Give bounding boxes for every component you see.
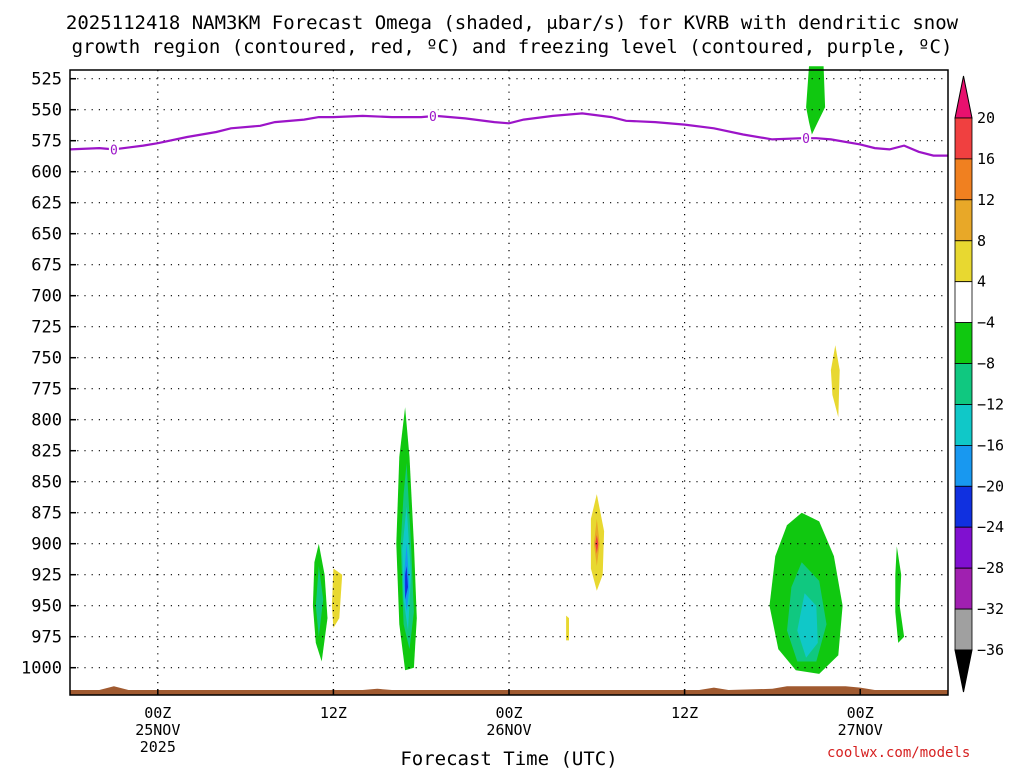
colorbar-label: −12: [977, 396, 1004, 414]
y-tick-label: 925: [31, 566, 62, 586]
omega-region-cyan-lowcell: [797, 593, 818, 658]
colorbar-segment: [954, 322, 973, 364]
y-tick-label: 625: [31, 194, 62, 214]
freezing-level-label: 0: [110, 143, 118, 158]
omega-region-yellow-12z: [331, 568, 343, 628]
freezing-level-contour: 0 0 0: [69, 109, 948, 158]
y-tick-label: 850: [31, 473, 62, 493]
colorbar-label: 12: [977, 191, 995, 209]
omega-region-teal-12z-left: [315, 566, 324, 637]
colorbar-segment: [954, 199, 973, 242]
colorbar-segment: [954, 158, 973, 201]
y-tick-label: 900: [31, 535, 62, 555]
freezing-level-line: [69, 112, 948, 157]
x-tick-label: 00Z: [495, 704, 522, 722]
colorbar-label: 4: [977, 273, 986, 291]
colorbar-top-arrow: [954, 75, 973, 119]
colorbar-label: 16: [977, 150, 995, 168]
y-tick-label: 1000: [21, 659, 62, 679]
colorbar-segment: [954, 608, 973, 651]
colorbar-segment: [954, 485, 973, 528]
y-tick-label: 950: [31, 597, 62, 617]
y-tick-label: 975: [31, 628, 62, 648]
colorbar: 20 16 12 8 4 −4 −8 −12 −16 −20 −24 −28 −32 −36: [954, 75, 1004, 693]
omega-region-green-upper-fall: [806, 66, 826, 135]
colorbar-label: −28: [977, 559, 1004, 577]
colorbar-label: −4: [977, 314, 995, 332]
colorbar-segment: [954, 240, 973, 283]
colorbar-label: −36: [977, 641, 1004, 659]
y-tick-label: 725: [31, 318, 62, 338]
colorbar-label: −24: [977, 518, 1004, 536]
y-tick-label: 550: [31, 101, 62, 121]
chart-title-line2: growth region (contoured, red, ºC) and f…: [71, 36, 953, 58]
x-tick-date: 26NOV: [486, 721, 531, 739]
y-tick-label: 575: [31, 132, 62, 152]
colorbar-label: −20: [977, 477, 1004, 495]
omega-shading: [312, 66, 905, 674]
colorbar-segment: [954, 567, 973, 610]
y-tick-label: 875: [31, 504, 62, 524]
colorbar-label: −32: [977, 600, 1004, 618]
freezing-label-bg: [108, 142, 119, 157]
freezing-level-label: 0: [429, 110, 437, 125]
x-tick-date: 25NOV: [135, 721, 180, 739]
colorbar-segment: [954, 281, 973, 324]
y-tick-label: 750: [31, 349, 62, 369]
colorbar-segment: [954, 363, 973, 405]
x-axis-title: Forecast Time (UTC): [400, 748, 617, 768]
omega-region-yellow-small-0z: [566, 615, 569, 641]
colorbar-segment: [954, 526, 973, 569]
pressure-axis: 525 550 575 600 625 650 675 700 725 750 775 800 825 8…: [21, 70, 76, 679]
colorbar-segment: [954, 117, 973, 160]
y-tick-label: 825: [31, 442, 62, 462]
y-tick-label: 525: [31, 70, 62, 90]
x-tick-date: 27NOV: [838, 721, 883, 739]
chart-title-line1: 2025112418 NAM3KM Forecast Omega (shaded…: [65, 12, 959, 34]
y-tick-label: 600: [31, 163, 62, 183]
site-credit: coolwx.com/models: [827, 745, 971, 761]
x-tick-label: 12Z: [320, 704, 347, 722]
omega-region-yellow-mid-fall: [830, 345, 840, 418]
y-tick-label: 800: [31, 411, 62, 431]
colorbar-label: −16: [977, 436, 1004, 454]
colorbar-segment: [954, 444, 973, 487]
colorbar-label: 20: [977, 109, 995, 127]
x-tick-label: 00Z: [144, 704, 171, 722]
y-tick-label: 775: [31, 380, 62, 400]
y-tick-label: 700: [31, 287, 62, 307]
x-tick-year: 2025: [140, 738, 176, 756]
colorbar-label: −8: [977, 355, 995, 373]
x-tick-label: 12Z: [671, 704, 698, 722]
y-tick-label: 675: [31, 256, 62, 276]
freezing-label-bg: [427, 109, 438, 124]
colorbar-bottom-arrow: [954, 649, 973, 693]
omega-region-green-right: [895, 546, 905, 643]
freezing-label-bg: [801, 131, 812, 146]
x-tick-label: 00Z: [847, 704, 874, 722]
colorbar-label: 8: [977, 232, 986, 250]
y-tick-label: 650: [31, 225, 62, 245]
colorbar-segment: [954, 404, 973, 446]
freezing-level-label: 0: [802, 132, 810, 147]
omega-region-blue-1630z: [405, 566, 408, 600]
